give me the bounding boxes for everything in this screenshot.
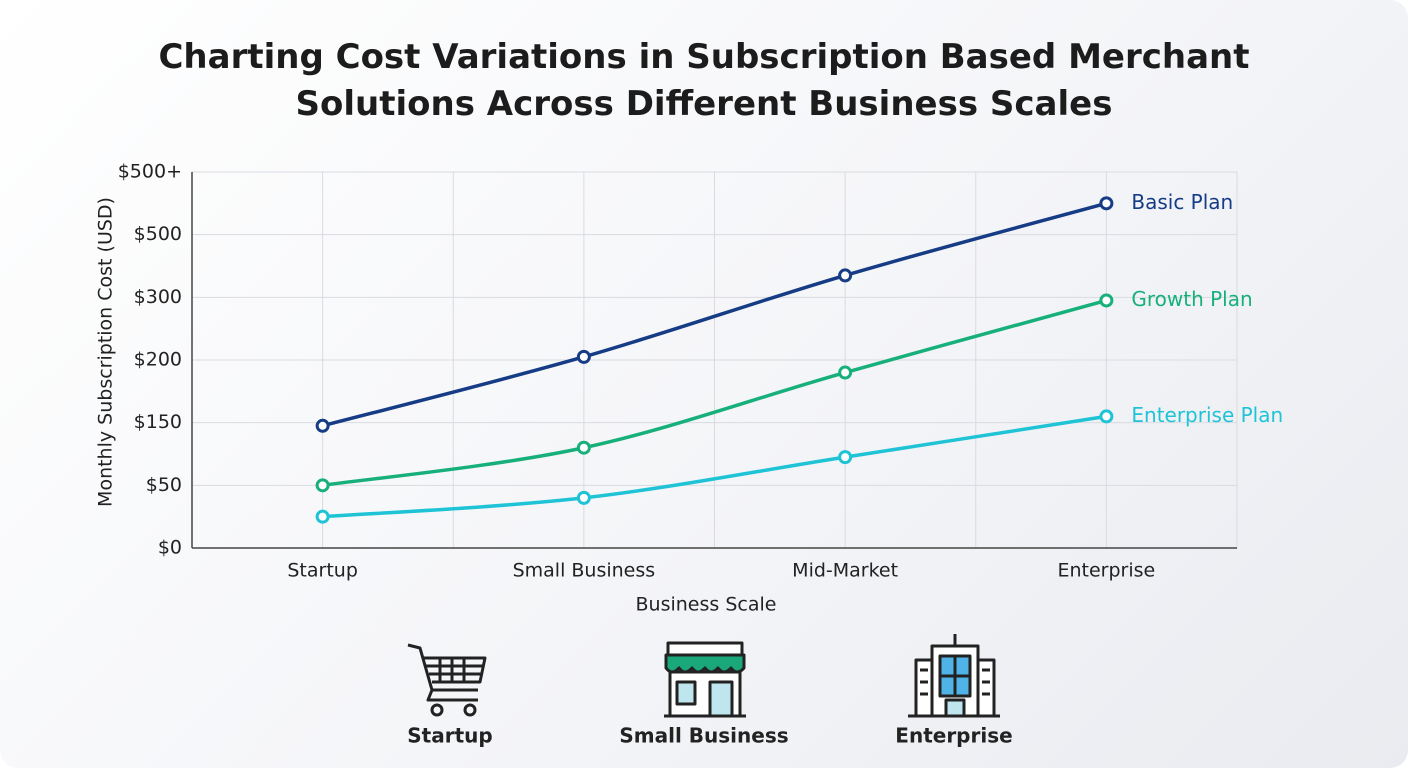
point	[838, 365, 853, 380]
icon-label: Small Business	[619, 724, 788, 748]
building-icon	[908, 634, 1000, 718]
series-label: Enterprise Plan	[1131, 403, 1283, 427]
series-line	[320, 298, 1109, 488]
cart-icon	[407, 643, 487, 717]
icon-label: Enterprise	[895, 724, 1012, 748]
point	[576, 490, 591, 505]
icon-label: Startup	[407, 724, 492, 748]
point	[315, 509, 330, 524]
point	[838, 268, 853, 283]
y-axis-label: Monthly Subscription Cost (USD)	[95, 197, 117, 507]
y-tick-label: $500	[134, 223, 182, 245]
point	[1099, 409, 1114, 424]
point	[315, 478, 330, 493]
store-icon	[664, 641, 746, 718]
y-tick-label: $500+	[118, 161, 182, 183]
y-tick-label: $300	[134, 286, 182, 308]
point	[838, 450, 853, 465]
y-tick-label: $50	[146, 474, 182, 496]
x-tick-label: Enterprise	[1058, 560, 1156, 582]
chart-title: Charting Cost Variations in Subscription…	[158, 37, 1250, 124]
y-tick-label: $150	[134, 411, 182, 433]
point	[576, 440, 591, 455]
y-tick-label: $0	[158, 537, 182, 559]
x-tick-label: Startup	[287, 560, 358, 582]
series-label: Growth Plan	[1131, 287, 1252, 311]
y-tick-label: $200	[134, 349, 182, 371]
x-axis-label: Business Scale	[636, 594, 777, 616]
point	[576, 349, 591, 364]
point	[1099, 196, 1114, 211]
point	[1099, 293, 1114, 308]
series-line	[320, 414, 1109, 519]
series-line	[320, 201, 1109, 428]
x-tick-label: Mid-Market	[792, 560, 898, 582]
point	[315, 418, 330, 433]
x-tick-label: Small Business	[513, 560, 656, 582]
series-label: Basic Plan	[1131, 190, 1233, 214]
